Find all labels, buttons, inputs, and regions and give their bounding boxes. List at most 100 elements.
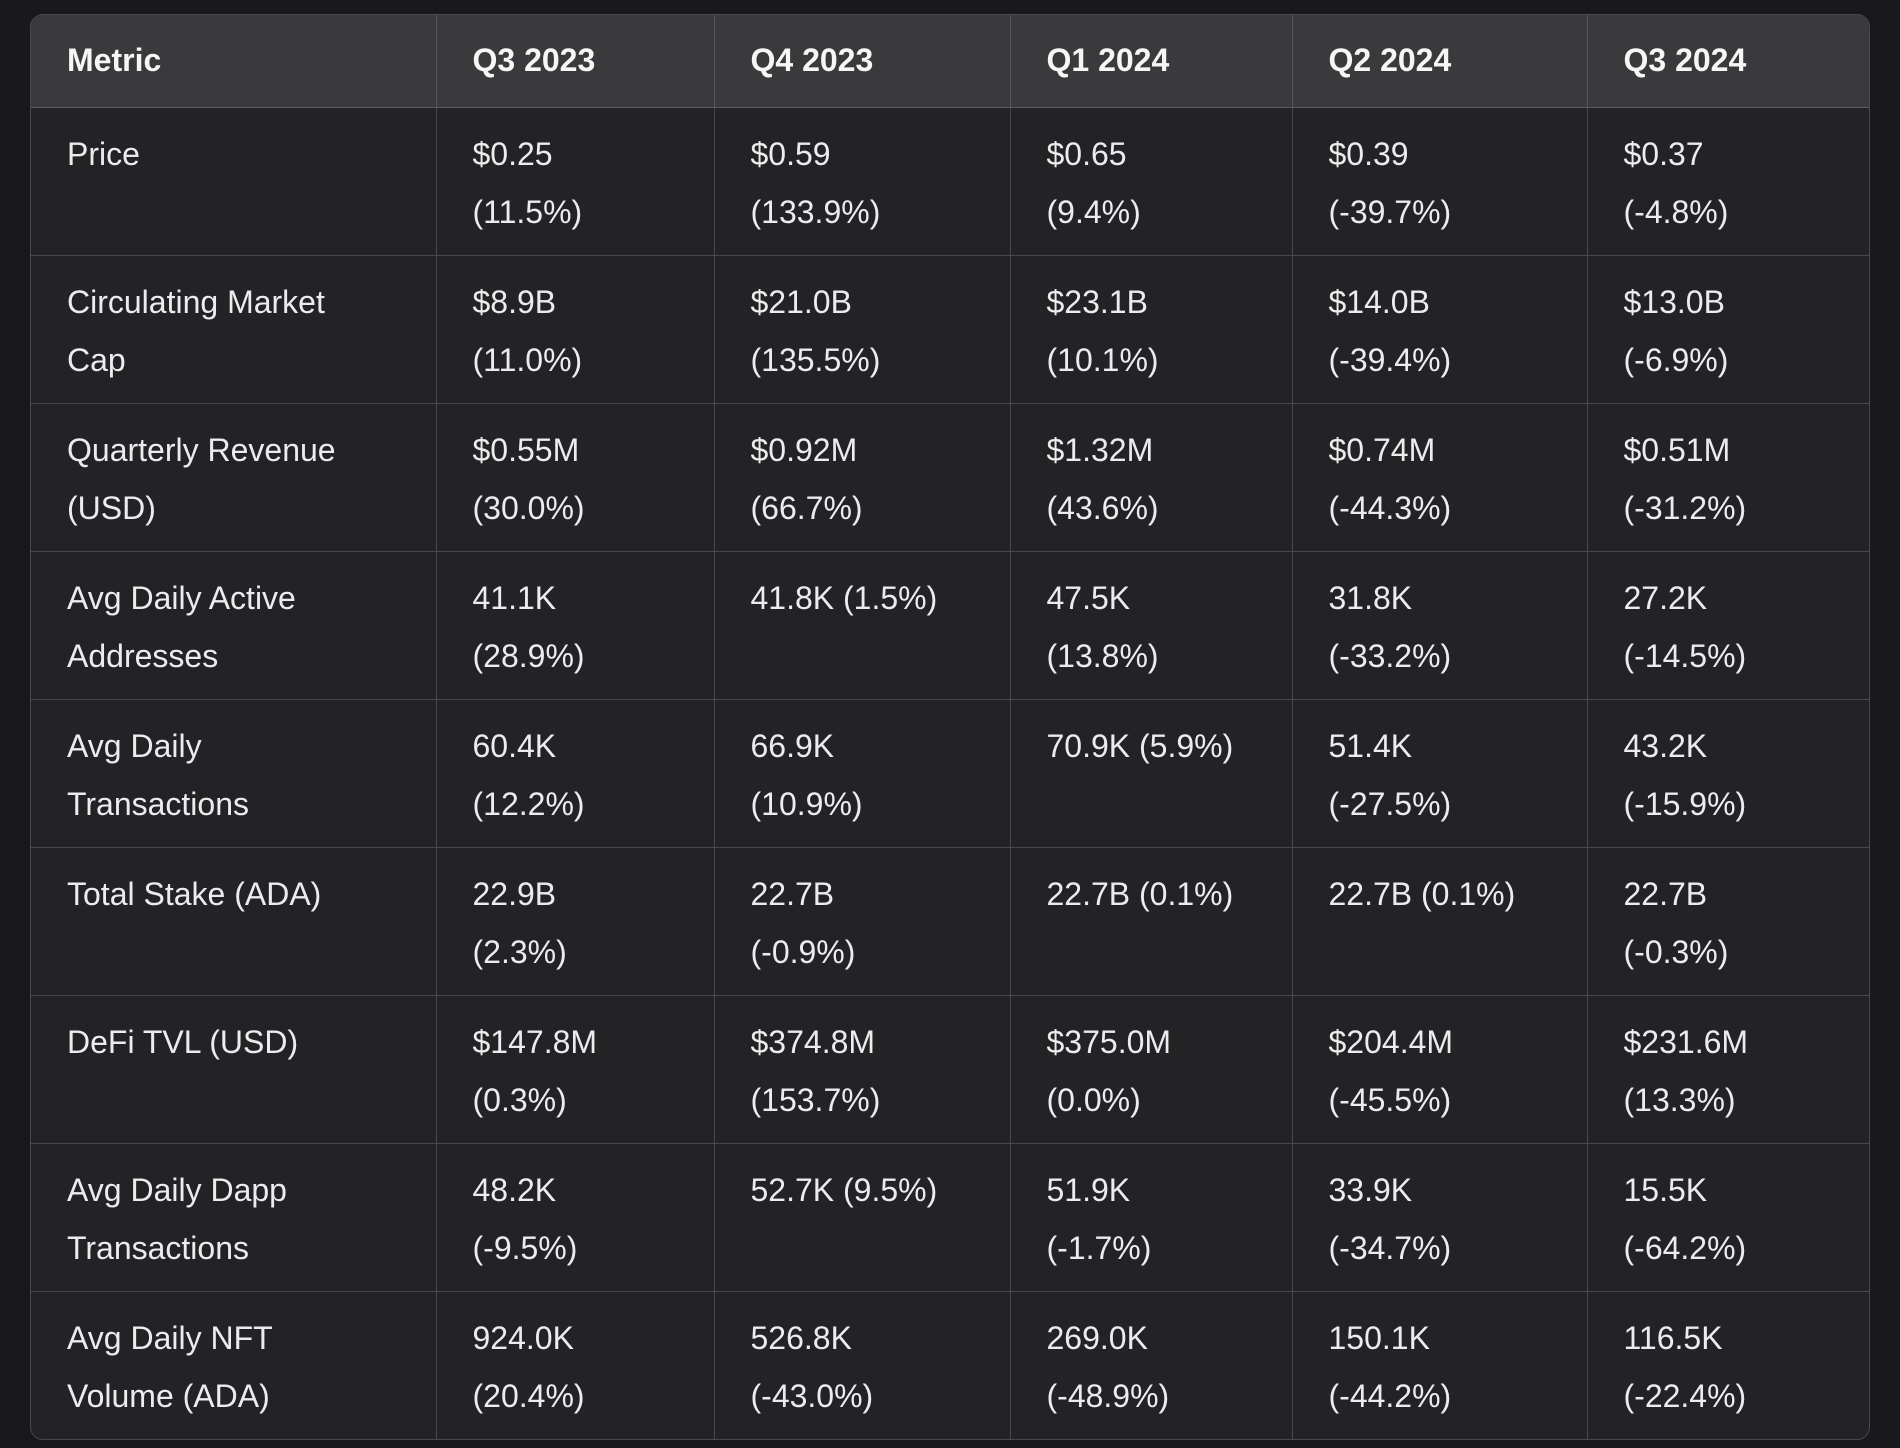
row-label-cell: Circulating Market Cap — [31, 255, 437, 404]
cell-change: (-39.4%) — [1328, 341, 1452, 378]
table-cell: 48.2K (-9.5%) — [436, 1143, 715, 1292]
row-label: DeFi TVL (USD) — [67, 1023, 299, 1060]
cell-change: (11.0%) — [472, 341, 583, 378]
cell-value: $374.8M — [750, 1023, 876, 1060]
cell-value: 66.9K — [750, 727, 835, 764]
table-cell: $147.8M (0.3%) — [436, 995, 715, 1144]
cell-change: (43.6%) — [1046, 489, 1159, 526]
cell-change: (-1.7%) — [1046, 1229, 1152, 1266]
cell-value: $204.4M — [1328, 1023, 1454, 1060]
cell-change: (-0.9%) — [750, 933, 856, 970]
row-defi-tvl: DeFi TVL (USD) $147.8M (0.3%) $374.8M (1… — [31, 995, 1869, 1144]
table-cell: 22.7B (-0.9%) — [714, 847, 1011, 996]
cell-value: $0.59 — [750, 135, 831, 172]
table-cell: $0.55M (30.0%) — [436, 403, 715, 552]
table-cell: $0.59 (133.9%) — [714, 107, 1011, 256]
cell-change: (-34.7%) — [1328, 1229, 1452, 1266]
cell-value: 22.7B — [1328, 875, 1413, 912]
row-label-cell: Price — [31, 107, 437, 256]
table-cell: 43.2K (-15.9%) — [1587, 699, 1869, 848]
table-cell: $13.0B (-6.9%) — [1587, 255, 1869, 404]
table-cell: 15.5K (-64.2%) — [1587, 1143, 1869, 1292]
column-header-metric: Metric — [31, 15, 437, 108]
cell-change: (-31.2%) — [1623, 489, 1747, 526]
cell-change: (-48.9%) — [1046, 1377, 1170, 1414]
cell-value: $23.1B — [1046, 283, 1148, 320]
cell-change: (-39.7%) — [1328, 193, 1452, 230]
cell-change: (20.4%) — [472, 1377, 585, 1414]
cell-value: 116.5K — [1623, 1319, 1723, 1356]
table-cell: 51.4K (-27.5%) — [1292, 699, 1588, 848]
cell-value: 924.0K — [472, 1319, 574, 1356]
column-header-q4-2023: Q4 2023 — [714, 15, 1011, 108]
cell-change: (-4.8%) — [1623, 193, 1729, 230]
table-cell: $0.92M (66.7%) — [714, 403, 1011, 552]
row-label-cell: Avg Daily Active Addresses — [31, 551, 437, 700]
table-cell: 47.5K (13.8%) — [1010, 551, 1293, 700]
table-cell: $375.0M (0.0%) — [1010, 995, 1293, 1144]
cell-change: (0.0%) — [1046, 1081, 1141, 1118]
row-label: Circulating Market Cap — [67, 283, 325, 378]
table-cell: $0.51M (-31.2%) — [1587, 403, 1869, 552]
cell-change: (13.8%) — [1046, 637, 1159, 674]
row-label: Avg Daily Dapp Transactions — [67, 1171, 287, 1266]
column-header-q3-2023: Q3 2023 — [436, 15, 715, 108]
cell-change: (-22.4%) — [1623, 1377, 1747, 1414]
cell-value: $0.25 — [472, 135, 553, 172]
table-cell: 41.1K (28.9%) — [436, 551, 715, 700]
cell-change: (-14.5%) — [1623, 637, 1747, 674]
table-cell: 52.7K (9.5%) — [714, 1143, 1011, 1292]
cell-value: 41.1K — [472, 579, 557, 616]
cell-change: (-6.9%) — [1623, 341, 1729, 378]
cell-value: 51.4K — [1328, 727, 1413, 764]
table-cell: 60.4K (12.2%) — [436, 699, 715, 848]
table-cell: $231.6M (13.3%) — [1587, 995, 1869, 1144]
cell-change: (133.9%) — [750, 193, 881, 230]
row-label-cell: Total Stake (ADA) — [31, 847, 437, 996]
cell-value: 22.9B — [472, 875, 557, 912]
cell-value: 22.7B — [750, 875, 835, 912]
cell-value: $231.6M — [1623, 1023, 1749, 1060]
table-cell: $204.4M (-45.5%) — [1292, 995, 1588, 1144]
table-cell: 41.8K (1.5%) — [714, 551, 1011, 700]
cell-change: (2.3%) — [472, 933, 567, 970]
table-cell: 269.0K (-48.9%) — [1010, 1291, 1293, 1439]
cell-value: $0.92M — [750, 431, 858, 468]
table-cell: $23.1B (10.1%) — [1010, 255, 1293, 404]
cell-value: 47.5K — [1046, 579, 1131, 616]
cell-change: (-0.3%) — [1623, 933, 1729, 970]
quarterly-metrics-table: Metric Q3 2023 Q4 2023 Q1 2024 Q2 2024 Q… — [31, 15, 1869, 1439]
cell-value: 41.8K — [750, 579, 835, 616]
cell-change: (-45.5%) — [1328, 1081, 1452, 1118]
cell-change: (1.5%) — [843, 579, 938, 616]
cell-change: (66.7%) — [750, 489, 863, 526]
row-label-cell: Quarterly Revenue (USD) — [31, 403, 437, 552]
cell-change: (9.4%) — [1046, 193, 1141, 230]
cell-change: (28.9%) — [472, 637, 585, 674]
cell-change: (10.9%) — [750, 785, 863, 822]
header-row: Metric Q3 2023 Q4 2023 Q1 2024 Q2 2024 Q… — [31, 15, 1869, 108]
cell-change: (-44.3%) — [1328, 489, 1452, 526]
cell-value: 33.9K — [1328, 1171, 1413, 1208]
cell-value: $8.9B — [472, 283, 557, 320]
row-label-cell: Avg Daily Dapp Transactions — [31, 1143, 437, 1292]
cell-value: 70.9K — [1046, 727, 1131, 764]
cell-value: 22.7B — [1623, 875, 1708, 912]
cell-change: (0.1%) — [1139, 875, 1234, 912]
cell-change: (11.5%) — [472, 193, 583, 230]
cell-change: (-64.2%) — [1623, 1229, 1747, 1266]
cell-value: 48.2K — [472, 1171, 557, 1208]
row-circulating-market-cap: Circulating Market Cap $8.9B (11.0%) $21… — [31, 255, 1869, 404]
cell-value: $13.0B — [1623, 283, 1725, 320]
table-cell: $0.25 (11.5%) — [436, 107, 715, 256]
cell-change: (30.0%) — [472, 489, 585, 526]
cell-value: $14.0B — [1328, 283, 1430, 320]
cell-value: $0.55M — [472, 431, 580, 468]
cell-change: (10.1%) — [1046, 341, 1159, 378]
table-cell: 22.7B (0.1%) — [1010, 847, 1293, 996]
row-label: Avg Daily NFT Volume (ADA) — [67, 1319, 273, 1414]
row-avg-daily-transactions: Avg Daily Transactions 60.4K (12.2%) 66.… — [31, 699, 1869, 848]
table-cell: $0.39 (-39.7%) — [1292, 107, 1588, 256]
table-cell: $374.8M (153.7%) — [714, 995, 1011, 1144]
